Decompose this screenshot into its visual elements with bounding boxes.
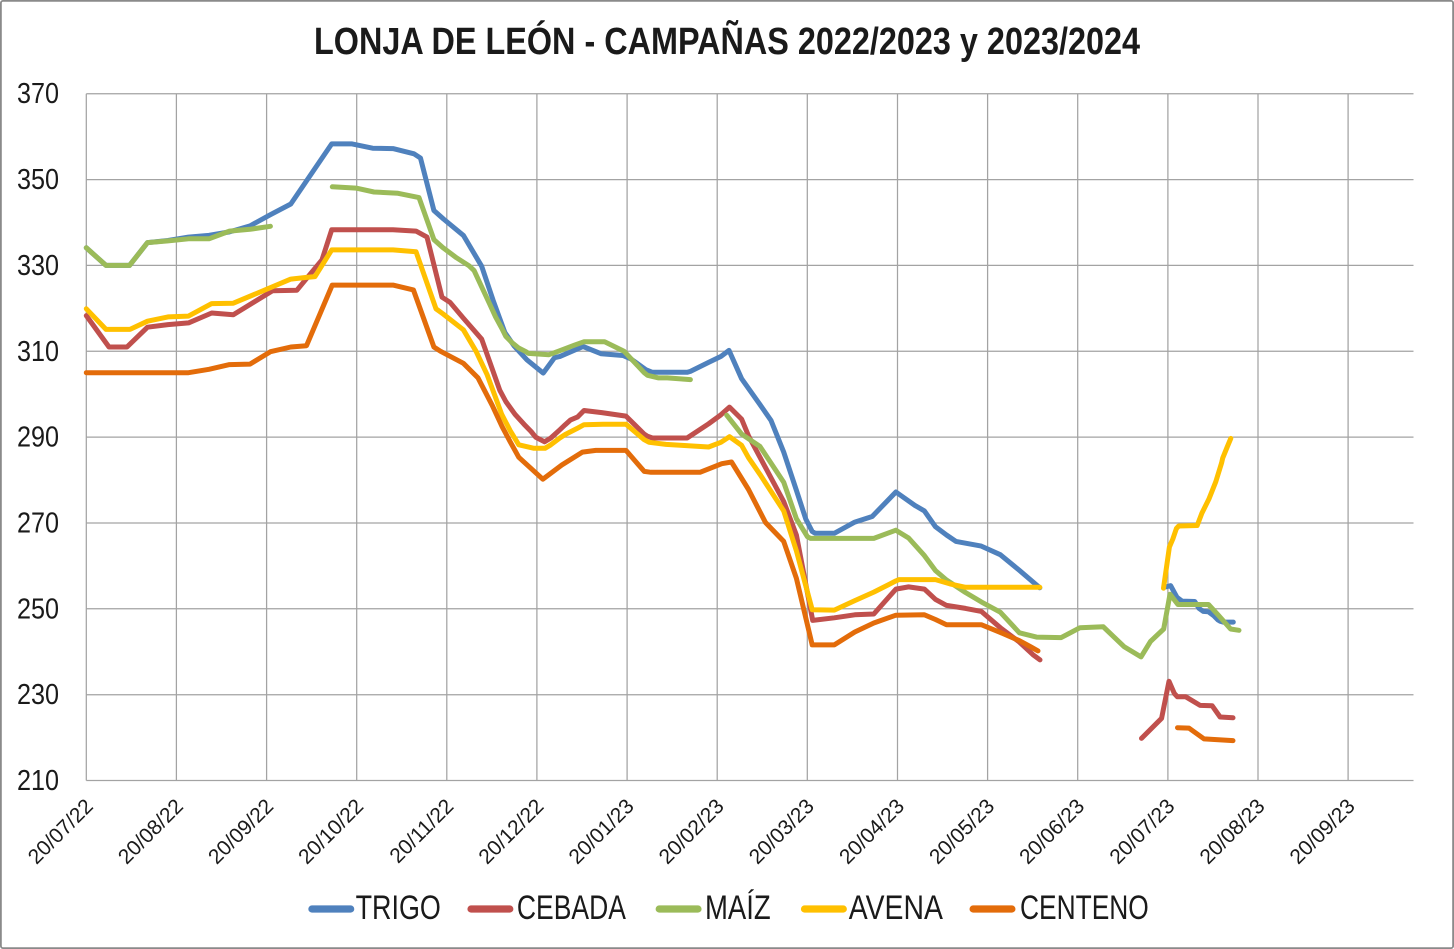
svg-text:250: 250: [17, 593, 59, 625]
svg-text:310: 310: [17, 336, 59, 368]
svg-text:CEBADA: CEBADA: [517, 889, 626, 927]
svg-text:330: 330: [17, 250, 59, 282]
svg-text:370: 370: [17, 78, 59, 110]
svg-text:270: 270: [17, 508, 59, 540]
svg-text:290: 290: [17, 422, 59, 454]
svg-text:AVENA: AVENA: [849, 889, 943, 927]
svg-text:TRIGO: TRIGO: [356, 889, 441, 927]
svg-text:350: 350: [17, 164, 59, 196]
svg-text:210: 210: [17, 765, 59, 797]
svg-text:LONJA DE LEÓN - CAMPAÑAS 2022/: LONJA DE LEÓN - CAMPAÑAS 2022/2023 y 202…: [314, 19, 1140, 63]
svg-text:CENTENO: CENTENO: [1020, 889, 1149, 927]
svg-text:MAÍZ: MAÍZ: [705, 889, 771, 927]
svg-text:230: 230: [17, 679, 59, 711]
